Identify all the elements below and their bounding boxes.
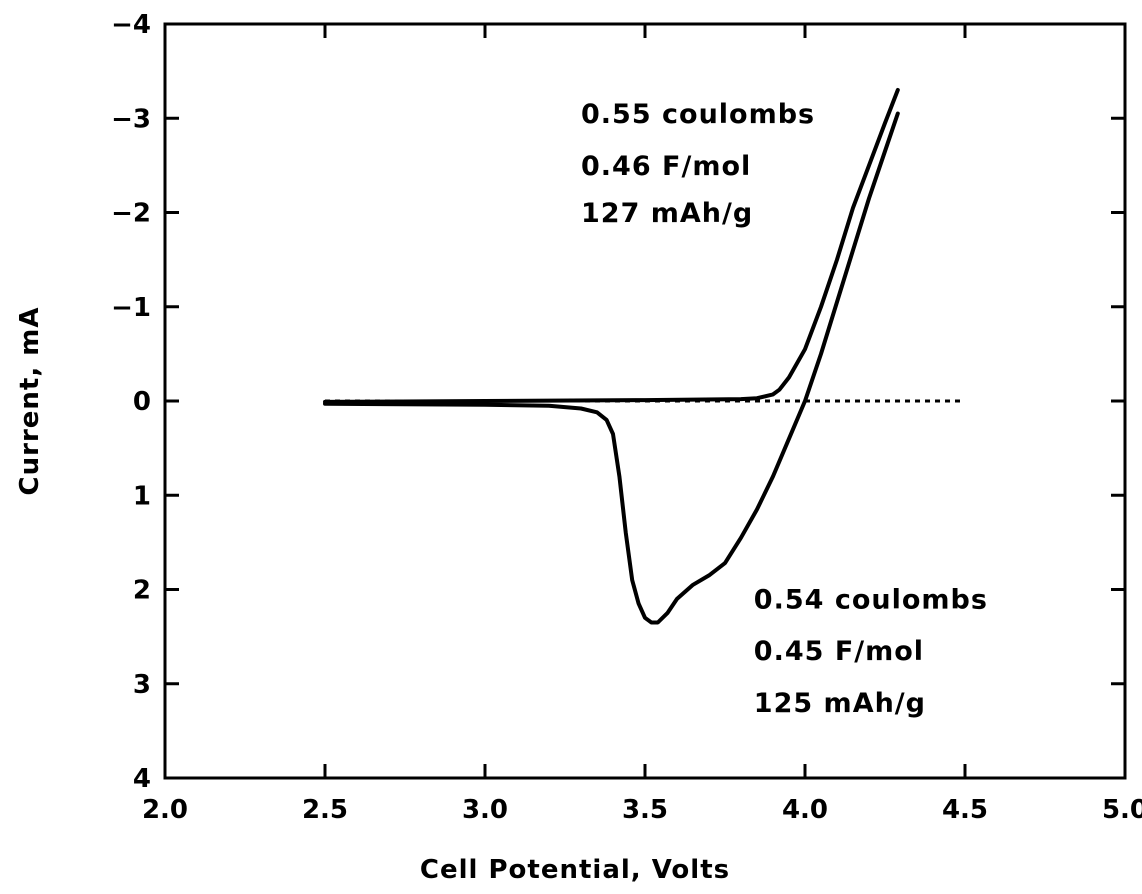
x-tick-label: 3.5	[622, 795, 668, 825]
x-tick-label: 5.0	[1102, 795, 1142, 825]
voltammogram-trace-2	[323, 88, 900, 404]
y-tick-label: −2	[111, 199, 151, 229]
labels-layer: 2.0 2.5 3.0 3.5 4.0 4.5 5.0 −4 −3 −2 −1 0 1 2 3 4	[111, 10, 1142, 825]
annotation-label: 0.54 coulombs	[754, 584, 988, 615]
annotation-label: 125 mAh/g	[754, 688, 926, 719]
annotation-label: 0.55 coulombs	[581, 99, 815, 130]
annotations-layer: 0.55 coulombs 0.46 F/mol 127 mAh/g 0.54 cou…	[581, 99, 988, 719]
x-axis-title: Cell Potential, Volts	[420, 855, 730, 885]
y-axis-title: Current, mA	[15, 307, 45, 496]
y-tick-label: 2	[133, 576, 151, 606]
y-tick-label: −3	[111, 104, 151, 134]
annotation-label: 0.45 F/mol	[754, 636, 924, 667]
y-tick-label: −1	[111, 293, 151, 323]
annotation-label: 127 mAh/g	[581, 198, 753, 229]
x-tick-label: 2.5	[302, 795, 348, 825]
y-tick-label: −4	[111, 10, 151, 40]
curves-layer	[323, 88, 965, 625]
y-tick-label: 0	[133, 387, 151, 417]
x-tick-label: 4.0	[782, 795, 828, 825]
y-tick-label: 4	[133, 764, 151, 794]
y-tick-label: 1	[133, 481, 151, 511]
x-tick-label: 3.0	[462, 795, 508, 825]
voltammogram-trace-1	[323, 111, 900, 625]
ticks-layer	[165, 24, 1125, 778]
x-tick-label: 4.5	[942, 795, 988, 825]
y-tick-label: 3	[133, 670, 151, 700]
annotation-label: 0.46 F/mol	[581, 151, 751, 182]
x-tick-label: 2.0	[142, 795, 188, 825]
